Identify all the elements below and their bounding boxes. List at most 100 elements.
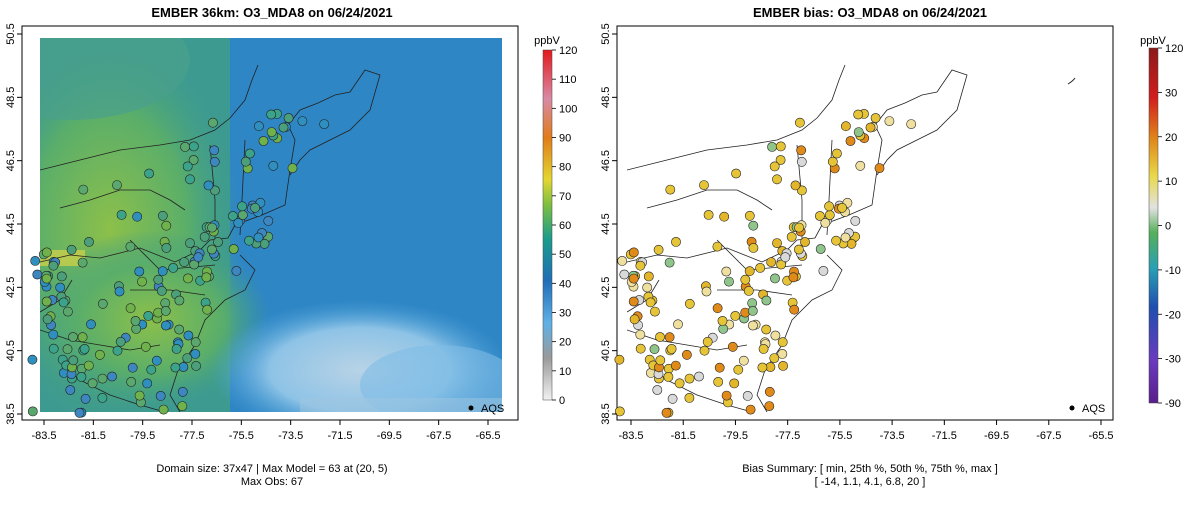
site-marker	[253, 121, 264, 132]
left-x-axis: -83.5 -81.5 -79.5 -77.5 -75.5 -73.5 -71.5 -69.5…	[31, 420, 501, 442]
site-marker	[319, 119, 330, 129]
site-marker	[664, 332, 675, 343]
x-tick-label: -83.5	[31, 430, 56, 442]
site-marker	[160, 320, 171, 331]
left-legend-label: AQS	[481, 403, 504, 415]
site-marker	[670, 360, 681, 371]
site-marker	[144, 168, 154, 179]
site-marker	[27, 406, 38, 417]
site-marker	[156, 285, 167, 296]
site-marker	[83, 360, 94, 371]
right-colorbar-unit: ppbV	[1140, 35, 1166, 47]
site-marker	[682, 349, 692, 360]
site-marker	[790, 180, 801, 191]
y-tick-label: 44.5	[600, 213, 612, 234]
right-colorbar-ticks: 120 30 20 10 0 -10 -20 -30 -90	[1158, 43, 1183, 410]
right-y-axis: 38.5 40.5 42.5 44.5 46.5 48.5 50.5	[600, 23, 617, 425]
site-marker	[185, 238, 195, 248]
y-tick-label: 50.5	[600, 23, 612, 44]
site-marker	[748, 242, 759, 253]
site-marker	[191, 360, 201, 371]
site-marker	[189, 259, 199, 270]
site-marker	[183, 330, 194, 341]
site-marker	[268, 160, 279, 171]
site-marker	[663, 371, 674, 382]
site-marker	[114, 286, 125, 297]
site-marker	[629, 314, 640, 325]
site-marker	[30, 255, 41, 266]
site-marker	[157, 210, 168, 221]
site-marker	[764, 401, 775, 411]
left-map	[40, 38, 502, 412]
y-tick-label: 44.5	[5, 213, 17, 234]
site-marker	[824, 201, 834, 212]
site-marker	[65, 385, 76, 395]
site-marker	[77, 332, 88, 343]
left-colorbar-unit: ppbV	[534, 35, 560, 47]
site-marker	[126, 376, 137, 387]
site-marker	[772, 238, 782, 248]
site-marker	[253, 232, 264, 243]
colorbar-label: 20	[1165, 132, 1177, 144]
site-marker	[738, 355, 749, 366]
site-marker	[170, 362, 181, 373]
site-marker	[797, 185, 807, 196]
site-marker	[719, 211, 730, 222]
site-marker	[845, 136, 856, 146]
site-marker	[748, 220, 759, 231]
site-marker	[227, 211, 238, 221]
site-marker	[190, 348, 201, 359]
colorbar-label: 60	[559, 220, 571, 232]
site-marker	[151, 355, 162, 366]
colorbar-label: 100	[559, 103, 577, 115]
site-marker	[188, 141, 199, 152]
colorbar-label: -30	[1165, 354, 1181, 366]
site-marker	[721, 390, 732, 401]
site-marker	[794, 222, 804, 233]
colorbar-label: 0	[1165, 221, 1171, 233]
site-marker	[240, 156, 251, 167]
site-marker	[266, 109, 277, 120]
site-marker	[146, 364, 157, 375]
site-marker	[758, 343, 769, 354]
site-marker	[132, 211, 143, 222]
x-tick-label: -75.5	[827, 430, 852, 442]
site-marker	[731, 168, 741, 179]
site-marker	[614, 354, 625, 365]
colorbar-label: 110	[559, 74, 577, 86]
site-marker	[733, 364, 744, 375]
site-marker	[717, 315, 728, 326]
site-marker	[628, 273, 639, 284]
site-marker	[48, 343, 59, 354]
site-marker	[137, 276, 147, 287]
x-tick-label: -73.5	[278, 430, 303, 442]
site-marker	[714, 362, 725, 373]
site-marker	[840, 232, 851, 243]
site-marker	[158, 404, 169, 415]
y-tick-label: 48.5	[600, 87, 612, 108]
site-marker	[699, 180, 709, 190]
left-legend: AQS	[468, 403, 504, 415]
site-marker	[730, 310, 741, 321]
site-marker	[130, 315, 141, 326]
site-marker	[865, 122, 876, 133]
site-marker	[764, 386, 775, 397]
site-marker	[79, 343, 90, 354]
site-marker	[32, 269, 43, 280]
x-tick-label: -71.5	[327, 430, 352, 442]
site-marker	[820, 217, 831, 228]
site-marker	[628, 296, 639, 307]
site-marker	[213, 237, 223, 247]
right-sites	[614, 109, 917, 418]
site-marker	[55, 282, 66, 293]
site-marker	[635, 329, 646, 340]
site-marker	[58, 297, 69, 308]
site-marker	[201, 272, 212, 283]
site-marker	[684, 298, 695, 309]
left-y-axis: 38.5 40.5 42.5 44.5 46.5 48.5 50.5	[5, 23, 22, 425]
x-tick-label: -67.5	[426, 430, 451, 442]
site-marker	[171, 343, 182, 354]
y-tick-label: 46.5	[5, 150, 17, 171]
left-panel: EMBER 36km: O3_MDA8 on 06/24/2021	[5, 5, 577, 488]
site-marker	[617, 255, 628, 266]
